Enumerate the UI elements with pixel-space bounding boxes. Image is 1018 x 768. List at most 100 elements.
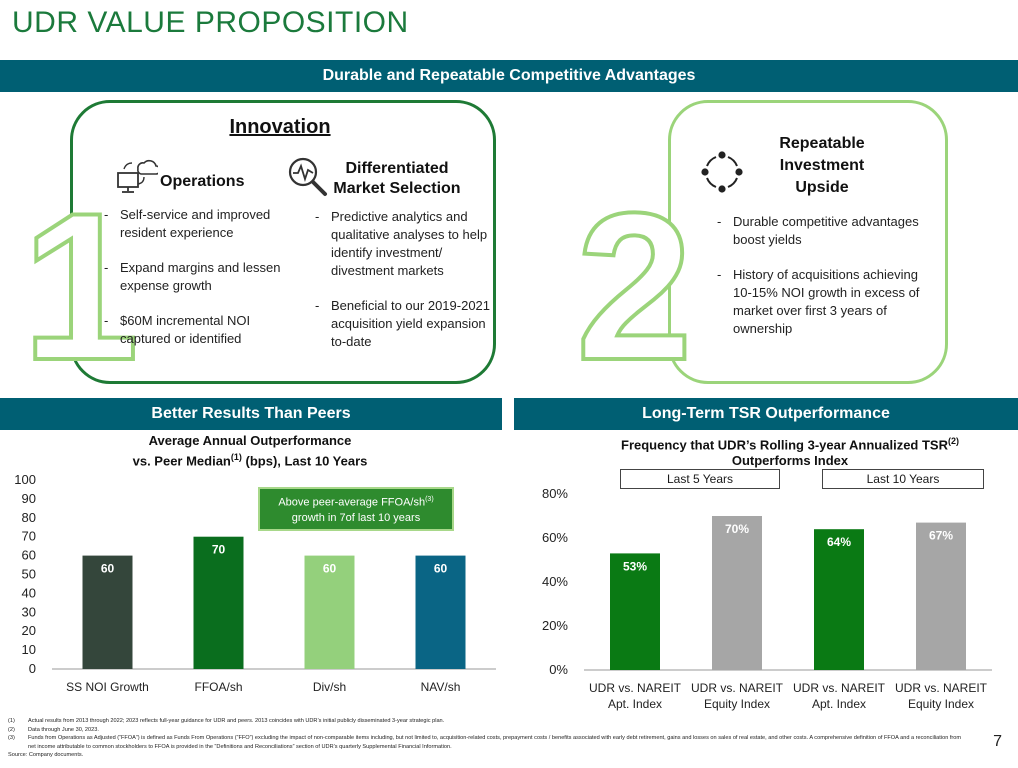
y-tick-label: 10 (22, 642, 36, 657)
list-item: Durable competitive advantages boost yie… (715, 213, 930, 249)
right-section-header: Long-Term TSR Outperformance (514, 398, 1018, 430)
investment-heading: Repeatable Investment Upside (752, 133, 892, 199)
x-category-label: SS NOI Growth (66, 680, 149, 694)
x-category-label: UDR vs. NAREIT (589, 681, 682, 695)
callout-line1: Above peer-average FFOA/sh(3) (266, 492, 446, 511)
bar (814, 529, 864, 670)
footnote-text: Actual results from 2013 through 2022; 2… (28, 718, 445, 724)
y-tick-label: 0% (549, 662, 568, 677)
bar (712, 516, 762, 670)
x-category-label: NAV/sh (421, 680, 461, 694)
x-category-label: FFOA/sh (194, 680, 242, 694)
market-bullets: Predictive analytics and qualitative ana… (313, 208, 493, 368)
left-bar-chart: 0 10 20 30 40 50 60 70 80 90 100 60 SS NOI Growth 70 F… (14, 472, 496, 694)
right-chart-title-line1: Frequency that UDR’s Rolling 3-year Annu… (590, 433, 990, 453)
y-tick-label: 60% (542, 530, 568, 545)
market-heading-line2: Market Selection (333, 180, 461, 197)
callout-sup: (3) (425, 496, 434, 503)
y-tick-label: 80% (542, 486, 568, 501)
bar (916, 522, 966, 670)
y-tick-label: 20 (22, 623, 36, 638)
list-item: Beneficial to our 2019-2021 acquisition … (313, 297, 493, 351)
operations-bullets: Self-service and improved resident exper… (102, 206, 292, 365)
footnote-3: (3) Funds from Operations as Adjusted (“F… (8, 734, 968, 751)
x-category-label: Div/sh (313, 680, 346, 694)
y-tick-label: 30 (22, 604, 36, 619)
legend-last-5-years: Last 5 Years (620, 469, 780, 489)
magnifier-analytics-icon (288, 157, 327, 196)
investment-heading-line2: Investment (779, 157, 865, 174)
footnote-number: (3) (8, 735, 15, 742)
bar (610, 553, 660, 670)
footnote-number: (2) (8, 726, 15, 733)
left-chart-title-line2a: vs. Peer Median (132, 453, 231, 469)
footnote-text: Funds from Operations as Adjusted (“FFOA… (28, 735, 962, 750)
legend-last-10-years: Last 10 Years (822, 469, 984, 489)
left-chart-title-sup: (1) (230, 452, 242, 462)
bar (415, 555, 466, 669)
cycle-arrows-icon (701, 151, 743, 193)
bar-data-label: 60 (101, 562, 115, 576)
computer-cloud-icon (117, 159, 158, 193)
list-item: $60M incremental NOI captured or identif… (102, 312, 292, 348)
right-bar-chart: 0% 20% 40% 60% 80% 53% UDR vs. NAREIT Apt. Inde… (542, 486, 992, 711)
y-tick-label: 70 (22, 529, 36, 544)
right-chart-title: Frequency that UDR’s Rolling 3-year Annu… (590, 433, 990, 469)
banner-text: Durable and Repeatable Competitive Advan… (322, 67, 696, 84)
x-category-label: Apt. Index (608, 697, 662, 711)
x-category-label: UDR vs. NAREIT (691, 681, 784, 695)
right-section-header-text: Long-Term TSR Outperformance (642, 405, 890, 422)
investment-box (668, 100, 948, 384)
right-chart-title-line1a: Frequency that UDR’s Rolling 3-year Annu… (621, 437, 948, 453)
left-section-header: Better Results Than Peers (0, 398, 502, 430)
x-category-label: UDR vs. NAREIT (793, 681, 886, 695)
y-tick-label: 90 (22, 491, 36, 506)
y-tick-label: 40 (22, 585, 36, 600)
callout-line1-text: Above peer-average FFOA/sh (278, 496, 426, 509)
bar (304, 555, 355, 669)
operations-heading: Operations (160, 173, 245, 190)
x-category-label: Equity Index (704, 697, 770, 711)
big-digit-two: 2 (574, 169, 695, 404)
list-item: Predictive analytics and qualitative ana… (313, 208, 493, 280)
footnote-text: Data through June 30, 2023. (28, 726, 99, 733)
innovation-box (70, 100, 496, 384)
y-tick-label: 60 (22, 548, 36, 563)
left-chart-title-line2b: (bps), Last 10 Years (241, 453, 368, 469)
investment-bullets: Durable competitive advantages boost yie… (715, 213, 930, 355)
source-note: Source: Company documents. (8, 752, 84, 759)
bar-data-label: 70% (725, 522, 749, 536)
footnote-1: (1) Actual results from 2013 through 2022… (8, 717, 968, 726)
left-chart-title: Average Annual Outperformance vs. Peer M… (80, 433, 420, 469)
bar (82, 555, 133, 669)
bar-data-label: 60 (323, 562, 337, 576)
y-tick-label: 50 (22, 567, 36, 582)
left-chart-title-line2: vs. Peer Median(1) (bps), Last 10 Years (80, 449, 420, 469)
list-item: Expand margins and lessen expense growth (102, 259, 292, 295)
y-tick-label: 0 (29, 661, 36, 676)
footnote-number: (1) (8, 718, 15, 724)
market-heading: Differentiated Market Selection (326, 159, 468, 199)
left-section-header-text: Better Results Than Peers (151, 405, 351, 422)
right-chart-title-sup: (2) (947, 436, 959, 446)
right-chart-title-line2: Outperforms Index (731, 453, 849, 469)
bar (193, 536, 244, 669)
callout-ffoa: Above peer-average FFOA/sh(3) growth in … (258, 487, 454, 531)
market-heading-line1: Differentiated (345, 160, 449, 177)
bar-data-label: 60 (434, 562, 448, 576)
page-number: 7 (993, 733, 1002, 750)
y-tick-label: 20% (542, 618, 568, 633)
bar-data-label: 67% (929, 529, 953, 543)
y-tick-label: 100 (14, 472, 36, 487)
y-tick-label: 80 (22, 510, 36, 525)
investment-heading-line1: Repeatable (779, 135, 865, 152)
x-category-label: Apt. Index (812, 697, 866, 711)
banner: Durable and Repeatable Competitive Advan… (0, 60, 1018, 92)
left-chart-title-line1: Average Annual Outperformance (148, 433, 352, 448)
bar-data-label: 64% (827, 535, 851, 549)
bar-data-label: 53% (623, 559, 647, 573)
callout-line2: growth in 7of last 10 years (291, 511, 421, 524)
list-item: History of acquisitions achieving 10-15%… (715, 266, 930, 338)
list-item: Self-service and improved resident exper… (102, 206, 292, 242)
investment-heading-line3: Upside (795, 179, 849, 196)
